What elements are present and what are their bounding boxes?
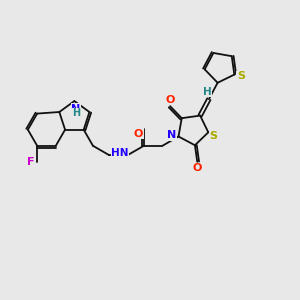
Text: S: S — [237, 71, 245, 81]
Text: O: O — [165, 94, 175, 104]
Text: O: O — [193, 164, 202, 173]
Text: HN: HN — [111, 148, 129, 158]
Text: S: S — [210, 131, 218, 141]
Text: H: H — [203, 87, 212, 97]
Text: O: O — [134, 129, 143, 139]
Text: N: N — [167, 130, 176, 140]
Text: F: F — [27, 157, 34, 166]
Text: N: N — [71, 103, 80, 114]
Text: H: H — [72, 108, 80, 118]
